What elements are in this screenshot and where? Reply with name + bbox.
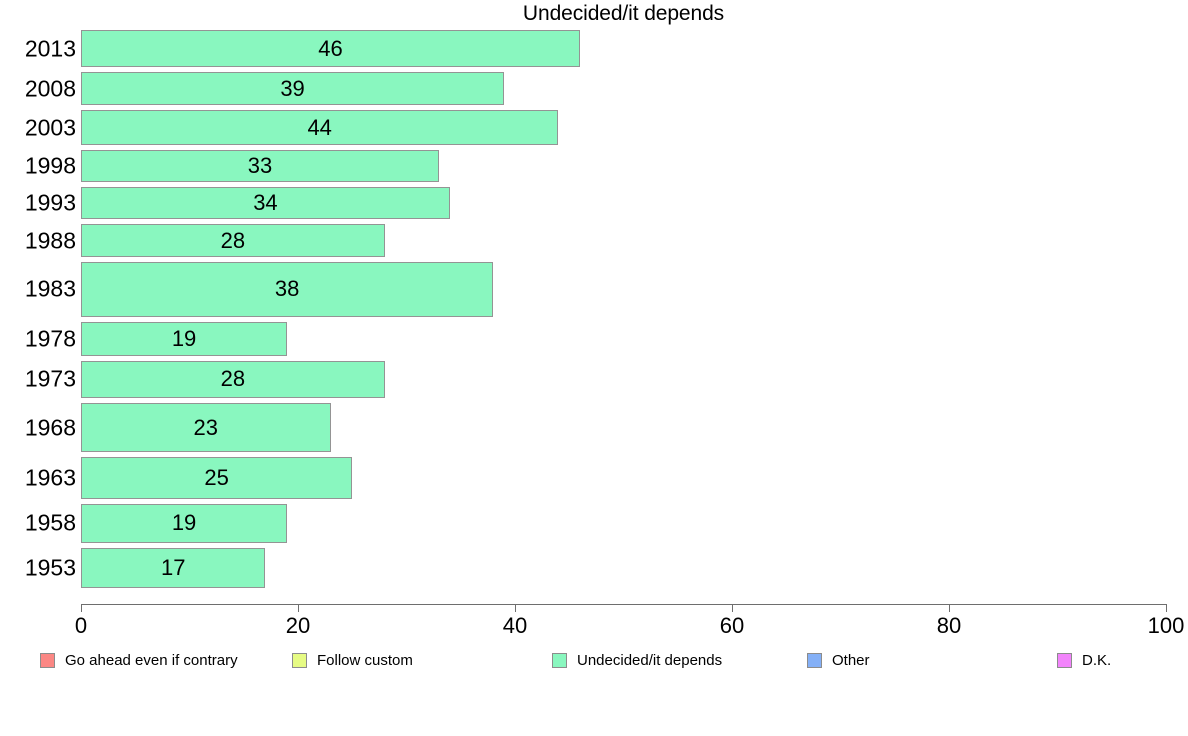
bar-value-1993: 34: [253, 189, 278, 215]
bar-row: 2013 46: [0, 30, 1188, 68]
category-label-1968: 1968: [24, 414, 76, 441]
bar-value-2013: 46: [318, 35, 343, 61]
legend-swatch-icon-1: [292, 652, 307, 668]
x-tick-label-20: 20: [285, 613, 311, 638]
bar-value-1968: 23: [193, 414, 219, 440]
bar-1978[interactable]: [81, 321, 288, 356]
bar-2008[interactable]: [81, 72, 505, 106]
legend-entry-3[interactable]: Other: [807, 648, 870, 672]
bar-row: 1988 28: [0, 224, 1188, 258]
x-tick-mark-100: [1166, 604, 1167, 612]
x-tick-mark-80: [949, 604, 950, 612]
bar-row: 1998 33: [0, 149, 1188, 182]
bar-value-1963: 25: [204, 464, 229, 490]
category-label-1993: 1993: [24, 189, 76, 216]
bar-2003[interactable]: [81, 110, 559, 145]
bar-row: 1958 19: [0, 503, 1188, 543]
bar-value-2003: 44: [307, 114, 332, 140]
category-label-1963: 1963: [24, 464, 76, 491]
legend-entry-2[interactable]: Undecided/it depends: [552, 648, 722, 672]
bar-row: 1968 23: [0, 402, 1188, 453]
x-tick-label-100: 100: [1147, 613, 1185, 638]
category-label-2003: 2003: [24, 114, 76, 141]
category-label-1983: 1983: [24, 275, 76, 302]
legend-swatch-icon-4: [1057, 652, 1072, 668]
bar-row: 1963 25: [0, 457, 1188, 499]
x-axis-line: [81, 604, 1166, 605]
plot-area: 2013 46 2008 39 2003 44 1998 33 1993 34 1988 28 1983…: [0, 28, 1188, 596]
x-tick-mark-40: [515, 604, 516, 612]
x-tick-label-40: 40: [502, 613, 528, 638]
category-label-1998: 1998: [24, 152, 76, 179]
bar-1998[interactable]: [81, 149, 440, 182]
bar-row: 2008 39: [0, 72, 1188, 106]
legend-entry-4[interactable]: D.K.: [1057, 648, 1111, 672]
bar-row: 1978 19: [0, 321, 1188, 356]
bar-value-1983: 38: [274, 276, 300, 302]
category-label-2008: 2008: [24, 75, 76, 102]
bar-row: 1983 38: [0, 262, 1188, 317]
bar-1973[interactable]: [81, 360, 385, 398]
x-tick-label-0: 0: [74, 613, 88, 638]
legend-label-0: Go ahead even if contrary: [65, 651, 238, 669]
category-label-2013: 2013: [24, 35, 76, 62]
x-tick-label-60: 60: [719, 613, 745, 638]
legend-entry-1[interactable]: Follow custom: [292, 648, 413, 672]
bar-value-1973: 28: [220, 366, 246, 392]
bar-row: 1973 28: [0, 360, 1188, 398]
legend-swatch-icon-2: [552, 652, 567, 668]
legend-label-4: D.K.: [1082, 651, 1112, 669]
legend-swatch-icon-3: [807, 652, 822, 668]
x-tick-mark-20: [298, 604, 299, 612]
bar-1988[interactable]: [81, 224, 385, 258]
chart-legend: Go ahead even if contrary Follow custom Un…: [0, 648, 1188, 678]
bar-value-1958: 19: [171, 510, 197, 536]
bar-1963[interactable]: [81, 457, 353, 499]
x-tick-label-80: 80: [936, 613, 962, 638]
bar-1958[interactable]: [81, 503, 288, 543]
bar-1953[interactable]: [81, 547, 266, 588]
legend-swatch-icon-0: [40, 652, 55, 668]
category-label-1978: 1978: [24, 325, 76, 352]
category-label-1973: 1973: [24, 365, 76, 392]
bar-1993[interactable]: [81, 186, 450, 219]
bar-value-1978: 19: [171, 325, 197, 351]
legend-label-3: Other: [832, 651, 870, 669]
x-tick-mark-0: [81, 604, 82, 612]
category-label-1988: 1988: [24, 227, 76, 254]
bar-1968[interactable]: [81, 402, 331, 453]
legend-label-2: Undecided/it depends: [577, 651, 723, 669]
bar-value-2008: 39: [280, 75, 305, 101]
bar-value-1953: 17: [160, 554, 186, 580]
bar-value-1988: 28: [220, 227, 246, 253]
bar-row: 1993 34: [0, 186, 1188, 219]
legend-label-1: Follow custom: [317, 651, 413, 669]
bar-row: 1953 17: [0, 547, 1188, 588]
bar-2013[interactable]: [81, 30, 581, 68]
category-label-1953: 1953: [24, 554, 76, 581]
bar-value-1998: 33: [247, 152, 273, 178]
chart-title: Undecided/it depends: [522, 2, 725, 25]
legend-entry-0[interactable]: Go ahead even if contrary: [40, 648, 238, 672]
bar-1983[interactable]: [81, 262, 494, 317]
bar-row: 2003 44: [0, 110, 1188, 145]
category-label-1958: 1958: [24, 509, 76, 536]
x-axis: 0 20 40 60 80 100: [0, 604, 1188, 644]
x-tick-mark-60: [732, 604, 733, 612]
